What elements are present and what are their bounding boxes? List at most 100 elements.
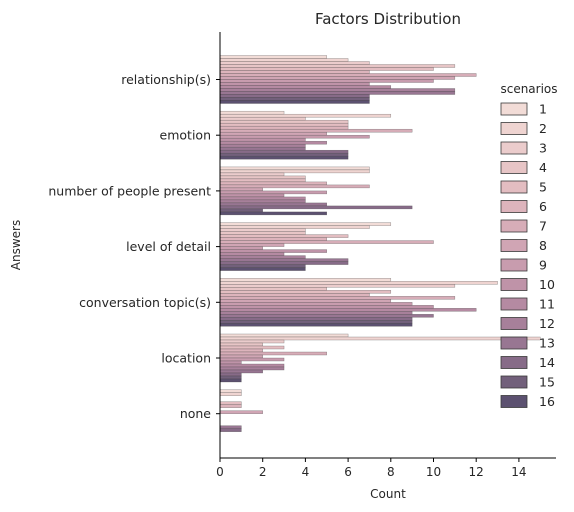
legend-swatch: [500, 239, 528, 252]
legend-label: 1: [539, 102, 547, 117]
bar: [219, 410, 263, 414]
bar: [219, 55, 327, 59]
legend-label: 2: [539, 121, 547, 136]
bar: [219, 91, 456, 95]
bar: [219, 181, 327, 186]
x-axis-label: Count: [370, 487, 406, 501]
legend-swatch: [500, 200, 528, 213]
bar: [219, 378, 242, 383]
bar: [219, 317, 413, 321]
bar: [219, 375, 242, 380]
x-tick-label: 2: [259, 465, 267, 479]
bar: [219, 67, 434, 71]
legend-swatch: [500, 356, 528, 369]
bar: [219, 149, 349, 154]
bar: [219, 208, 263, 213]
bar: [219, 234, 349, 238]
legend-swatch: [500, 317, 528, 330]
x-tick-label: 14: [511, 465, 526, 479]
bar: [219, 249, 327, 253]
legend-swatch: [500, 258, 528, 272]
y-ticks-group: relationship(s) emotion number of people p…: [48, 72, 220, 421]
bar: [219, 125, 349, 130]
legend-swatch: [500, 375, 528, 389]
bar: [219, 199, 306, 204]
bar: [219, 401, 242, 405]
x-tick-label: 0: [216, 465, 224, 479]
bar: [219, 73, 477, 77]
legend-label: 7: [539, 219, 547, 234]
bar: [219, 237, 327, 241]
bar: [219, 252, 285, 256]
bar: [219, 228, 306, 232]
x-tick-label: 12: [469, 465, 484, 479]
bar: [219, 225, 370, 229]
bar: [219, 345, 285, 350]
legend-label: 13: [539, 336, 555, 351]
bar: [219, 278, 392, 282]
bar: [219, 339, 285, 344]
bar: [219, 258, 349, 262]
bar: [219, 240, 434, 244]
bar: [219, 122, 349, 127]
bar: [219, 333, 349, 338]
bar: [219, 348, 263, 353]
bar: [219, 296, 456, 300]
legend-swatch: [500, 102, 528, 116]
y-tick-label: relationship(s): [121, 72, 211, 87]
bar: [219, 222, 392, 226]
bar: [219, 425, 242, 429]
bar: [219, 392, 242, 396]
chart-title: Factors Distribution: [315, 10, 461, 28]
bar: [219, 323, 413, 327]
x-tick-label: 10: [426, 465, 441, 479]
x-tick-label: 8: [387, 465, 395, 479]
bar: [219, 311, 413, 315]
bar: [219, 342, 263, 347]
legend-swatch: [500, 122, 528, 135]
bar: [219, 152, 349, 157]
legend-swatch: [500, 180, 528, 194]
bar: [219, 155, 349, 160]
bar: [219, 70, 370, 74]
bar: [219, 284, 456, 288]
bar: [219, 79, 434, 83]
bar: [219, 94, 370, 98]
legend-title: scenarios: [500, 82, 557, 96]
bar: [219, 137, 306, 142]
x-tick-label: 4: [302, 465, 310, 479]
bar: [219, 372, 242, 377]
bar: [219, 255, 306, 259]
legend-swatch: [500, 297, 528, 311]
bar: [219, 131, 327, 136]
bar: [219, 88, 456, 92]
legend-label: 16: [539, 394, 555, 409]
bar: [219, 140, 327, 145]
legend-swatch: [500, 336, 528, 350]
y-tick-label: conversation topic(s): [79, 295, 211, 310]
bar: [219, 211, 327, 216]
bar: [219, 58, 349, 62]
y-tick-label: number of people present: [48, 183, 211, 198]
y-tick-label: emotion: [160, 128, 211, 143]
bar: [219, 143, 306, 148]
bar: [219, 428, 242, 432]
legend-label: 11: [539, 297, 555, 312]
bar: [219, 366, 285, 371]
bar: [219, 267, 306, 271]
bar: [219, 243, 285, 247]
bar: [219, 363, 285, 368]
legend-label: 4: [539, 160, 547, 175]
bar: [219, 314, 434, 318]
bar: [219, 389, 242, 393]
bar: [219, 357, 285, 362]
bar: [219, 360, 242, 365]
bar: [219, 202, 327, 207]
bar: [219, 196, 306, 201]
bar: [219, 85, 392, 89]
bar: [219, 64, 456, 68]
bar: [219, 113, 392, 118]
y-tick-label: level of detail: [126, 239, 211, 254]
